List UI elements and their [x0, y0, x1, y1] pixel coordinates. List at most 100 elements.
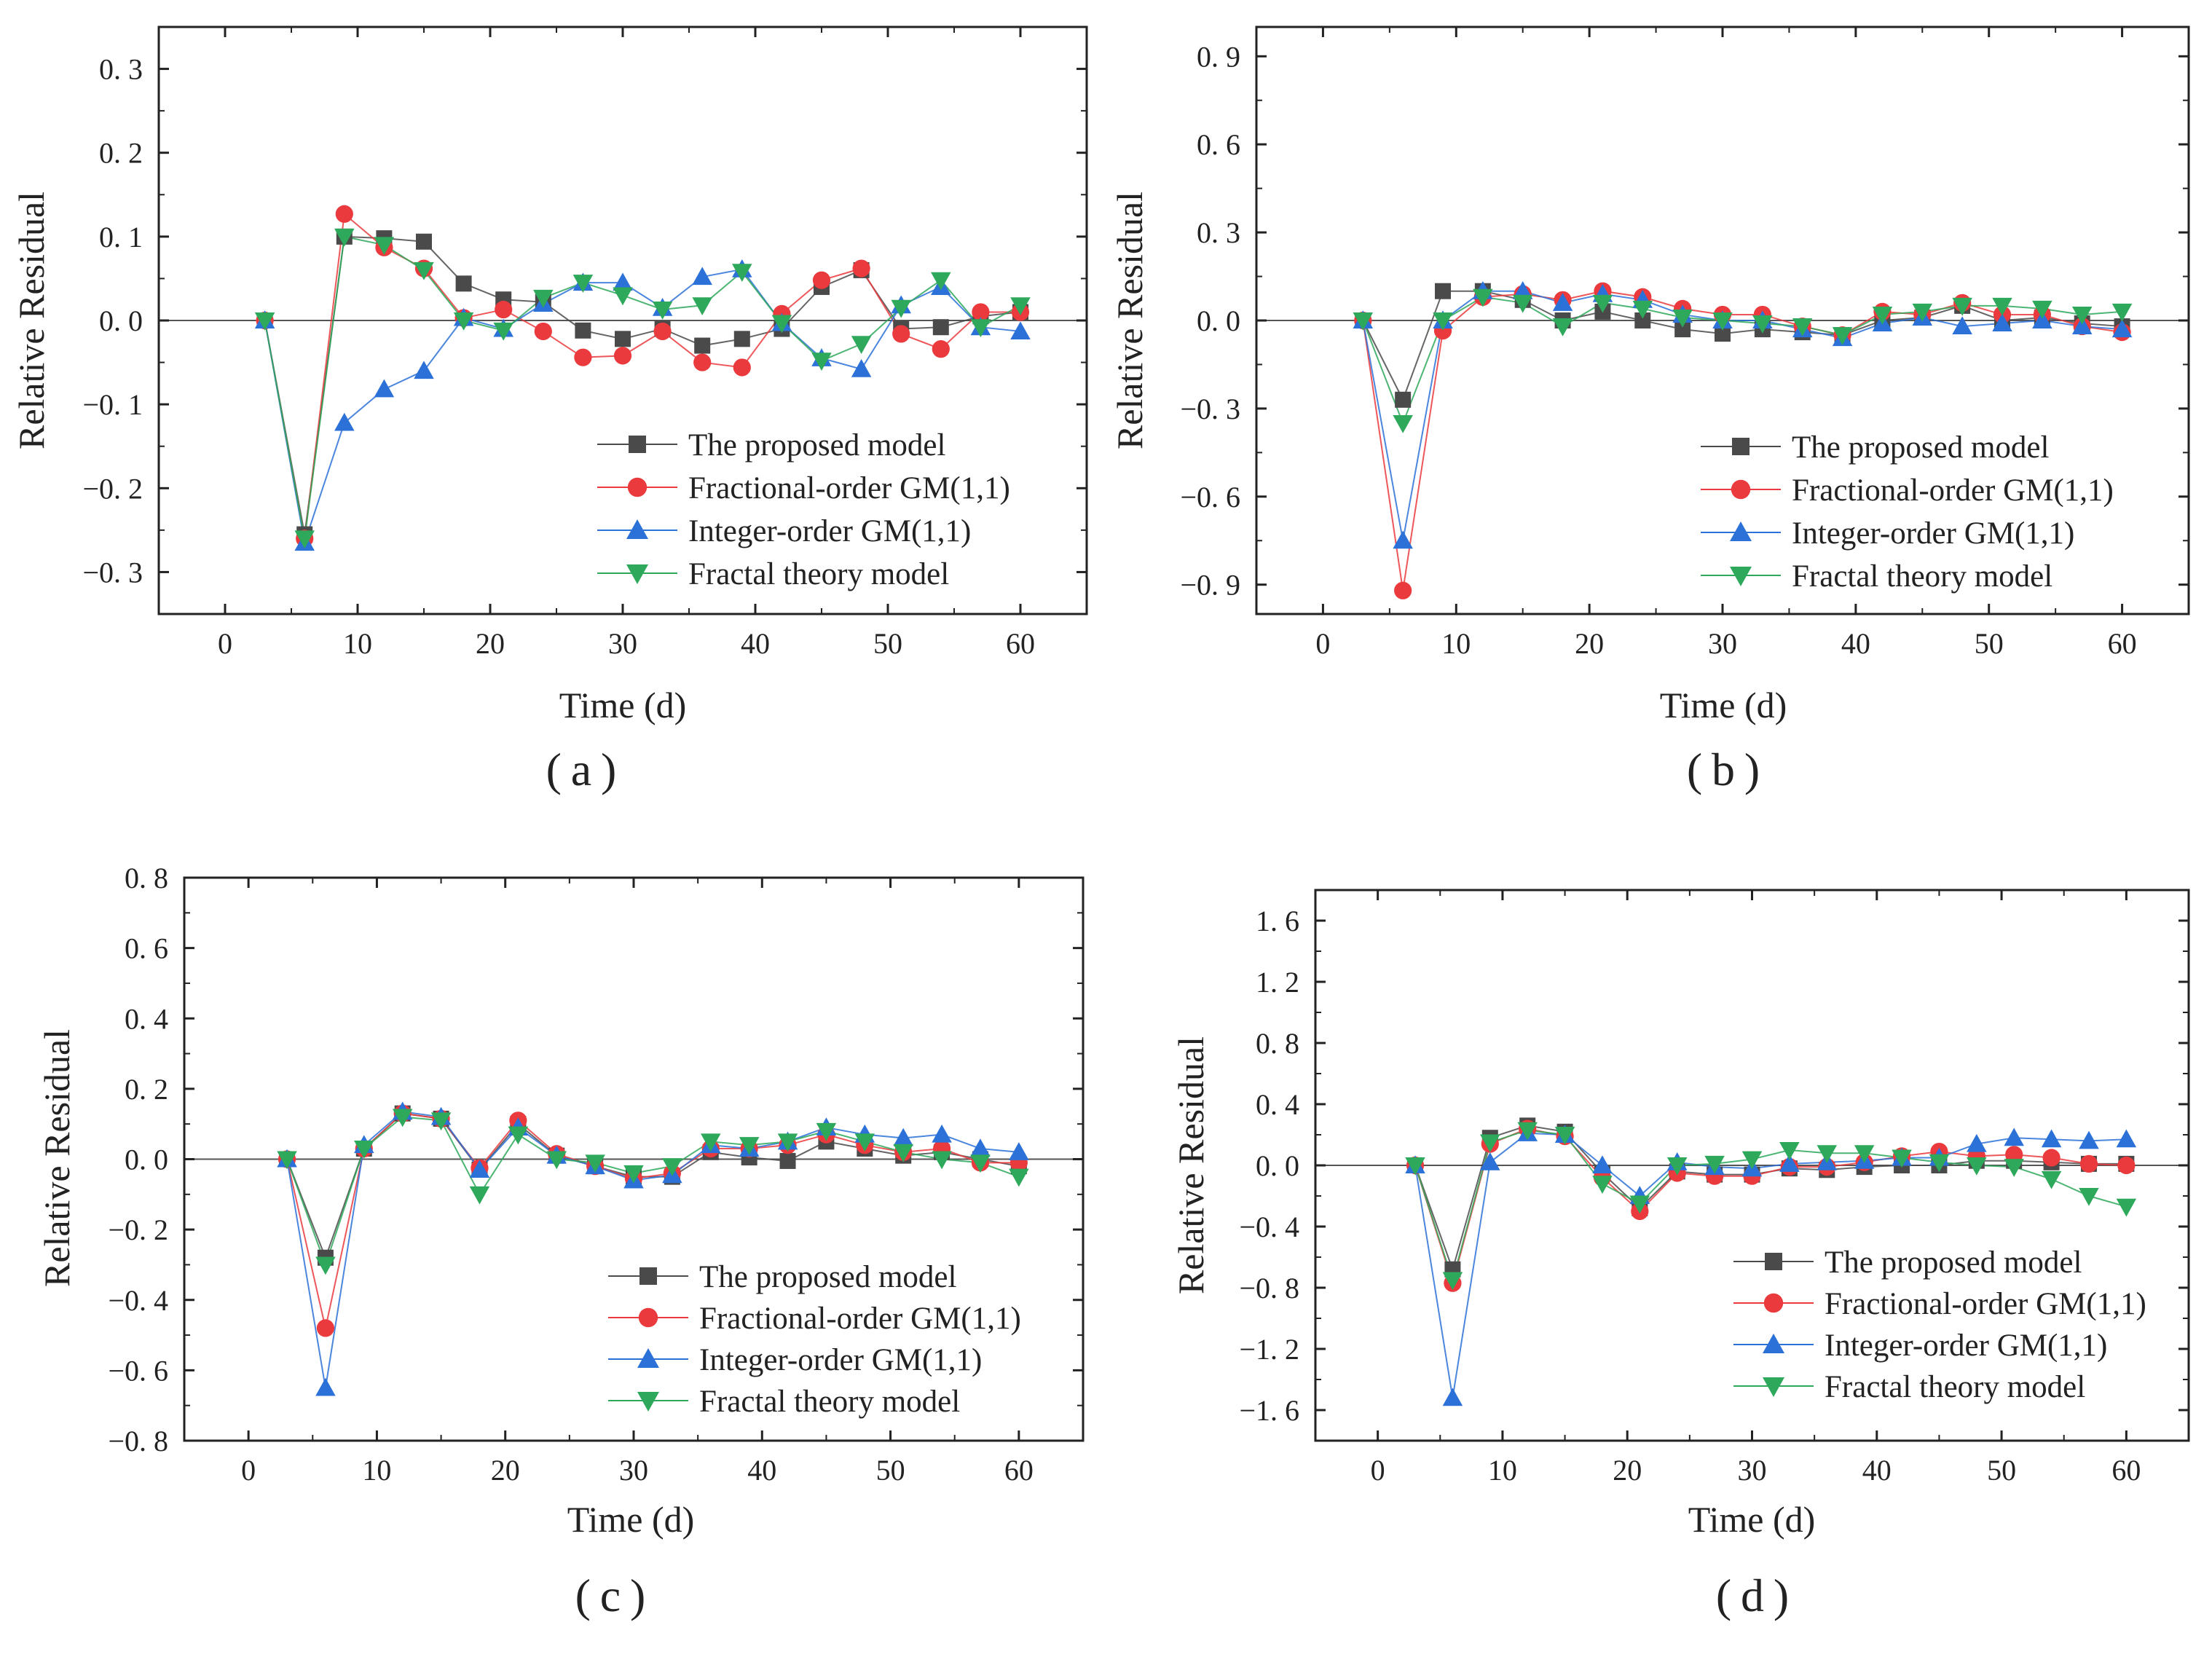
- legend-label: Integer-order GM(1,1): [699, 1343, 982, 1377]
- data-point-fractional: [2117, 1156, 2136, 1175]
- data-point-fractal: [811, 353, 832, 371]
- data-point-integer: [2071, 316, 2093, 335]
- y-tick-label: −0. 8: [1239, 1272, 1299, 1304]
- x-tick-label: 20: [491, 1454, 520, 1487]
- legend-label: Fractional-order GM(1,1): [699, 1302, 1021, 1336]
- data-point-fractional: [812, 271, 831, 289]
- y-axis-title: Relative Residual: [1109, 192, 1150, 449]
- data-point-fractal: [277, 1151, 297, 1170]
- data-point-fractal: [816, 1122, 837, 1141]
- x-tick-label: 30: [608, 627, 637, 660]
- y-tick-label: −0. 4: [1239, 1211, 1299, 1243]
- data-point-fractional: [852, 259, 870, 278]
- data-point-integer: [414, 361, 434, 379]
- data-point-proposed: [932, 319, 949, 336]
- y-axis-title: Relative Residual: [11, 192, 52, 449]
- data-point-integer: [893, 1127, 913, 1146]
- y-tick-label: 1. 2: [1256, 966, 1299, 999]
- legend-marker: [626, 564, 648, 584]
- data-point-fractal: [1517, 1122, 1538, 1141]
- legend-marker: [1763, 1293, 1784, 1313]
- data-point-fractal: [533, 289, 554, 308]
- data-point-fractal: [546, 1151, 567, 1170]
- data-point-integer: [1442, 1388, 1463, 1406]
- legend-label: Integer-order GM(1,1): [688, 514, 971, 548]
- data-point-proposed: [1715, 326, 1731, 342]
- data-point-integer: [334, 412, 355, 431]
- data-point-fractional: [534, 322, 552, 341]
- data-point-fractal: [893, 1144, 913, 1162]
- data-point-fractal: [334, 228, 355, 247]
- panel-caption: ( d ): [1704, 1570, 1789, 1621]
- legend: The proposed model Fractional-order GM(1,…: [1701, 430, 2114, 594]
- y-tick-label: 0. 3: [99, 53, 143, 86]
- data-point-fractal: [970, 1154, 991, 1173]
- data-point-fractal: [732, 264, 752, 282]
- x-tick-label: 50: [876, 1454, 905, 1487]
- data-point-fractal: [1433, 312, 1453, 331]
- data-point-integer: [1480, 1152, 1500, 1170]
- panel-caption: ( b ): [1675, 744, 1760, 795]
- legend-marker: [1731, 479, 1751, 500]
- data-point-integer: [970, 1138, 991, 1157]
- data-point-fractal: [1629, 1195, 1650, 1214]
- x-tick-label: 60: [2111, 1454, 2141, 1487]
- x-tick-label: 60: [1004, 1454, 1034, 1487]
- data-point-fractal: [1666, 1157, 1688, 1176]
- x-tick-label: 0: [218, 627, 232, 660]
- y-tick-label: 0. 0: [99, 304, 143, 337]
- data-point-proposed: [1395, 391, 1412, 408]
- legend-label: Fractional-order GM(1,1): [688, 471, 1010, 505]
- legend-marker: [629, 436, 646, 453]
- data-point-fractal: [2071, 306, 2093, 325]
- data-point-fractal: [254, 312, 275, 331]
- x-axis-title: Time (d): [567, 1499, 695, 1540]
- x-tick-label: 20: [1575, 627, 1604, 660]
- data-point-fractal: [1632, 300, 1653, 319]
- x-tick-label: 40: [1841, 627, 1870, 660]
- x-tick-label: 10: [1488, 1454, 1517, 1487]
- data-point-fractal: [585, 1154, 605, 1173]
- y-tick-label: 0. 2: [99, 137, 143, 170]
- y-tick-label: −0. 3: [1180, 393, 1240, 425]
- data-point-fractional: [972, 303, 990, 321]
- x-tick-label: 60: [2108, 627, 2137, 660]
- legend-marker: [626, 519, 648, 539]
- y-tick-label: −0. 1: [82, 388, 143, 421]
- y-tick-label: −0. 9: [1180, 569, 1240, 602]
- data-point-fractal: [1741, 1151, 1763, 1170]
- data-point-proposed: [779, 1152, 796, 1169]
- data-point-fractional: [335, 205, 353, 223]
- data-point-fractal: [692, 297, 712, 316]
- data-point-fractal: [1672, 309, 1693, 328]
- data-point-fractal: [315, 1256, 336, 1275]
- data-point-fractal: [2111, 303, 2133, 322]
- data-point-fractal: [1712, 312, 1733, 331]
- data-point-integer: [851, 359, 872, 377]
- data-point-fractal: [430, 1112, 452, 1131]
- data-point-fractal: [1752, 315, 1773, 334]
- legend-label: Fractal theory model: [688, 557, 949, 591]
- data-point-fractal: [931, 272, 951, 291]
- y-tick-label: 0. 6: [125, 932, 168, 965]
- x-tick-label: 50: [1975, 627, 2004, 660]
- data-point-fractal: [854, 1133, 875, 1152]
- data-point-fractal: [1872, 306, 1893, 325]
- data-point-fractal: [652, 302, 673, 320]
- data-point-fractal: [1929, 1154, 1950, 1173]
- data-point-fractal: [1832, 327, 1853, 345]
- data-point-fractal: [1592, 294, 1613, 313]
- data-point-fractal: [1817, 1145, 1838, 1163]
- data-point-fractal: [2041, 1170, 2062, 1189]
- data-point-integer: [1393, 530, 1413, 549]
- data-point-fractal: [414, 261, 434, 280]
- data-point-integer: [1592, 1155, 1613, 1173]
- data-point-integer: [1009, 1142, 1029, 1160]
- y-tick-label: 0. 4: [125, 1002, 168, 1035]
- chart-panel-d: 0 10 20 30 40 50 60 −1. 6 −1. 2 −0. 8 −0. 4 0. 0 0. …: [1170, 889, 2190, 1621]
- data-point-fractal: [1010, 297, 1031, 316]
- series-line-integer: [264, 268, 1021, 543]
- data-point-fractal: [1792, 318, 1813, 336]
- data-point-fractal: [1592, 1176, 1613, 1194]
- data-point-fractal: [1967, 1157, 1987, 1176]
